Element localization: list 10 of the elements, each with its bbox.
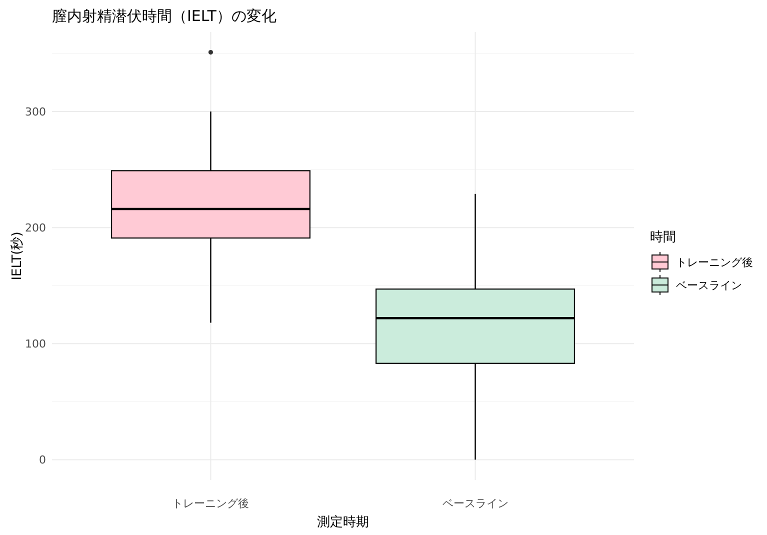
y-tick-label: 200 bbox=[25, 222, 46, 235]
chart-title: 膣内射精潜伏時間（IELT）の変化 bbox=[52, 7, 276, 25]
x-axis-title: 測定時期 bbox=[317, 515, 369, 530]
y-tick-label: 0 bbox=[39, 454, 46, 467]
legend-title: 時間 bbox=[650, 230, 676, 245]
legend-label: トレーニング後 bbox=[676, 256, 753, 269]
y-axis-title: IELT(秒) bbox=[10, 232, 25, 280]
y-tick-label: 100 bbox=[25, 338, 46, 351]
y-tick-label: 300 bbox=[25, 106, 46, 119]
legend-label: ベースライン bbox=[676, 279, 742, 292]
